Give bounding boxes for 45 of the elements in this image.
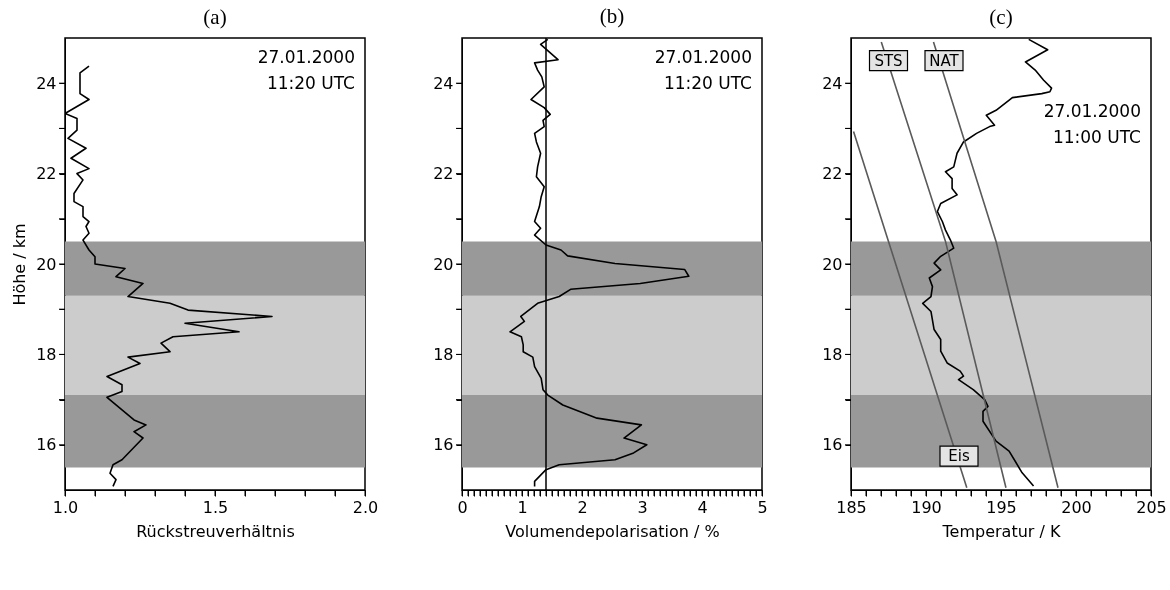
x-axis-title: Temperatur / K: [941, 521, 1061, 541]
y-tick-label: 24: [36, 73, 57, 93]
annotation: STS: [874, 51, 903, 70]
x-tick-label: 190: [911, 497, 942, 517]
x-tick-label: 3: [637, 497, 648, 517]
annotation: 27.01.2000: [1043, 101, 1141, 122]
y-tick-label: 20: [433, 254, 454, 274]
y-axis-title: Höhe / km: [10, 223, 30, 306]
x-tick-label: 1.0: [52, 497, 79, 517]
y-tick-label: 22: [822, 164, 843, 184]
chart-title: (c): [989, 5, 1013, 29]
annotation: NAT: [929, 51, 960, 70]
y-tick-label: 18: [36, 344, 57, 364]
x-tick-label: 195: [986, 497, 1017, 517]
x-axis-title: Volumendepolarisation / %: [505, 521, 720, 541]
y-tick-label: 16: [36, 435, 57, 455]
y-tick-label: 20: [36, 254, 57, 274]
y-tick-label: 22: [36, 164, 57, 184]
y-tick-label: 22: [433, 164, 454, 184]
y-tick-label: 24: [822, 73, 843, 93]
y-tick-label: 18: [822, 344, 843, 364]
x-tick-label: 1: [517, 497, 528, 517]
chart-title: (a): [203, 5, 227, 29]
annotation: 27.01.2000: [257, 47, 355, 67]
x-axis-title: Rückstreuverhältnis: [136, 521, 295, 541]
annotation: 27.01.2000: [654, 47, 752, 67]
y-tick-label: 16: [822, 435, 843, 455]
x-tick-label: 185: [836, 497, 867, 517]
x-tick-label: 205: [1136, 497, 1167, 517]
annotation: 11:20 UTC: [663, 73, 752, 93]
x-tick-label: 2: [577, 497, 588, 517]
y-tick-label: 18: [433, 344, 454, 364]
annotation: Eis: [948, 447, 970, 466]
y-tick-label: 16: [433, 435, 454, 455]
x-tick-label: 2.0: [352, 497, 379, 517]
x-tick-label: 4: [697, 497, 708, 517]
chart-title: (b): [599, 4, 625, 29]
annotation: 11:00 UTC: [1052, 127, 1141, 148]
annotation: 11:20 UTC: [266, 73, 355, 93]
x-tick-label: 1.5: [202, 497, 229, 517]
x-tick-label: 5: [757, 497, 768, 517]
y-tick-label: 24: [433, 73, 454, 93]
x-tick-label: 200: [1061, 497, 1092, 517]
y-tick-label: 20: [822, 254, 843, 274]
x-tick-label: 0: [457, 497, 468, 517]
